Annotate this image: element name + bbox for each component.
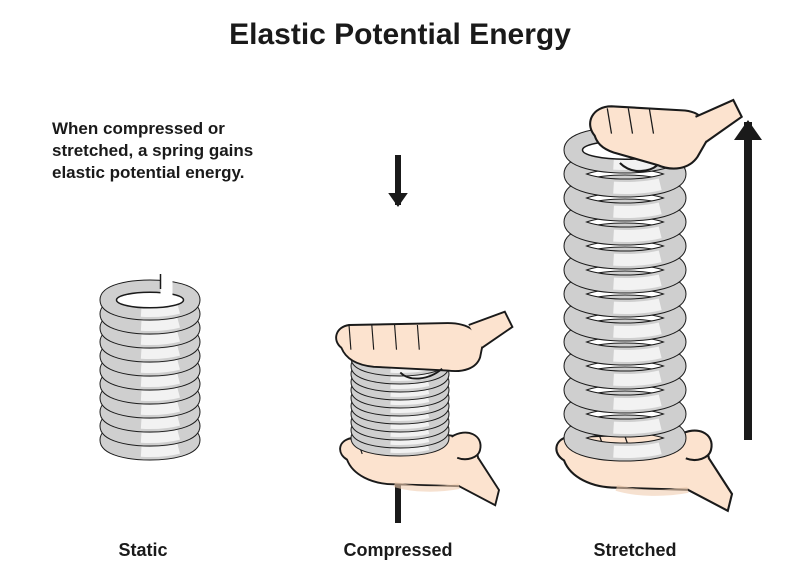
- page-title: Elastic Potential Energy: [0, 18, 800, 52]
- panel-stretched: [530, 80, 780, 530]
- spring-stretched-icon: [530, 80, 780, 530]
- state-label: Static: [63, 540, 223, 561]
- state-label: Compressed: [318, 540, 478, 561]
- panel-compressed: [300, 145, 520, 525]
- description-text: When compressed or stretched, a spring g…: [52, 118, 292, 184]
- panel-static: [80, 260, 220, 510]
- state-label: Stretched: [555, 540, 715, 561]
- spring-compressed-icon: [300, 145, 520, 525]
- spring-static-icon: [80, 260, 220, 510]
